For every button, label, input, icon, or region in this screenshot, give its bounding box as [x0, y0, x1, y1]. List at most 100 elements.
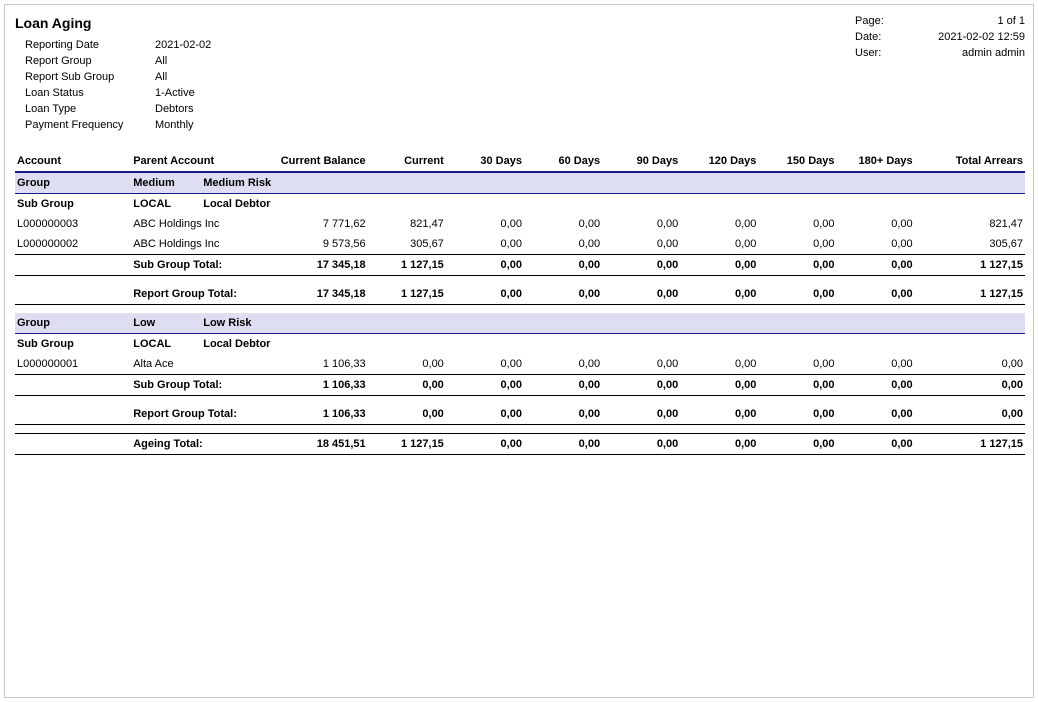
param-key: Report Group — [25, 53, 155, 69]
cell-current: 0,00 — [368, 404, 446, 425]
cell-90: 0,00 — [602, 255, 680, 276]
col-current-balance: Current Balance — [269, 151, 367, 172]
cell-total: 0,00 — [915, 354, 1025, 375]
cell-60: 0,00 — [524, 434, 602, 455]
cell-180: 0,00 — [837, 214, 915, 234]
cell-150: 0,00 — [758, 375, 836, 396]
cell-30: 0,00 — [446, 255, 524, 276]
param-key: Report Sub Group — [25, 69, 155, 85]
param-value: All — [155, 69, 167, 85]
cell-total: 1 127,15 — [915, 434, 1025, 455]
col-120-days: 120 Days — [680, 151, 758, 172]
cell-180: 0,00 — [837, 234, 915, 255]
cell-current: 821,47 — [368, 214, 446, 234]
cell-total: 1 127,15 — [915, 284, 1025, 305]
group-total-row: Report Group Total:17 345,181 127,150,00… — [15, 284, 1025, 305]
cell-150: 0,00 — [758, 234, 836, 255]
cell-90: 0,00 — [602, 375, 680, 396]
cell-60: 0,00 — [524, 354, 602, 375]
param-value: All — [155, 53, 167, 69]
col-60-days: 60 Days — [524, 151, 602, 172]
cell-150: 0,00 — [758, 214, 836, 234]
cell-account: L000000001 — [15, 354, 131, 375]
cell-current: 1 127,15 — [368, 255, 446, 276]
data-row: L000000002ABC Holdings Inc9 573,56305,67… — [15, 234, 1025, 255]
cell-balance: 1 106,33 — [269, 404, 367, 425]
param-key: Loan Type — [25, 101, 155, 117]
page-label: Page: — [855, 13, 905, 29]
cell-90: 0,00 — [602, 284, 680, 305]
cell-120: 0,00 — [680, 284, 758, 305]
cell-120: 0,00 — [680, 354, 758, 375]
cell-30: 0,00 — [446, 354, 524, 375]
param-key: Payment Frequency — [25, 117, 155, 133]
group-label: Group — [15, 172, 131, 194]
cell-120: 0,00 — [680, 255, 758, 276]
header-left: Loan Aging Reporting Date2021-02-02 Repo… — [15, 13, 211, 133]
cell-parent: Alta Ace — [131, 354, 269, 375]
header-right: Page:1 of 1 Date:2021-02-02 12:59 User:a… — [855, 13, 1025, 61]
cell-120: 0,00 — [680, 404, 758, 425]
cell-total: 821,47 — [915, 214, 1025, 234]
user-value: admin admin — [905, 45, 1025, 61]
cell-90: 0,00 — [602, 214, 680, 234]
cell-current: 1 127,15 — [368, 284, 446, 305]
cell-60: 0,00 — [524, 375, 602, 396]
group-total-label: Report Group Total: — [131, 404, 269, 425]
col-90-days: 90 Days — [602, 151, 680, 172]
cell-30: 0,00 — [446, 375, 524, 396]
col-parent-account: Parent Account — [131, 151, 269, 172]
subgroup-total-row: Sub Group Total:17 345,181 127,150,000,0… — [15, 255, 1025, 276]
param-value: 1-Active — [155, 85, 195, 101]
param-key: Reporting Date — [25, 37, 155, 53]
cell-total: 0,00 — [915, 404, 1025, 425]
cell-balance: 9 573,56 — [269, 234, 367, 255]
cell-current: 1 127,15 — [368, 434, 446, 455]
blank — [15, 434, 131, 455]
cell-30: 0,00 — [446, 234, 524, 255]
cell-180: 0,00 — [837, 354, 915, 375]
cell-150: 0,00 — [758, 255, 836, 276]
report-header: Loan Aging Reporting Date2021-02-02 Repo… — [15, 13, 1025, 133]
cell-60: 0,00 — [524, 255, 602, 276]
param-key: Loan Status — [25, 85, 155, 101]
cell-150: 0,00 — [758, 354, 836, 375]
cell-150: 0,00 — [758, 404, 836, 425]
cell-current: 0,00 — [368, 354, 446, 375]
ageing-total-row: Ageing Total:18 451,511 127,150,000,000,… — [15, 434, 1025, 455]
column-header-row: Account Parent Account Current Balance C… — [15, 151, 1025, 172]
blank — [15, 375, 131, 396]
data-row: L000000003ABC Holdings Inc7 771,62821,47… — [15, 214, 1025, 234]
cell-30: 0,00 — [446, 404, 524, 425]
cell-90: 0,00 — [602, 354, 680, 375]
subgroup-row: Sub GroupLOCALLocal Debtor — [15, 334, 1025, 355]
cell-150: 0,00 — [758, 434, 836, 455]
page-number: 1 of 1 — [905, 13, 1025, 29]
cell-30: 0,00 — [446, 434, 524, 455]
cell-balance: 17 345,18 — [269, 255, 367, 276]
subgroup-total-row: Sub Group Total:1 106,330,000,000,000,00… — [15, 375, 1025, 396]
cell-120: 0,00 — [680, 434, 758, 455]
blank — [15, 404, 131, 425]
cell-total: 0,00 — [915, 375, 1025, 396]
group-name: LowLow Risk — [131, 313, 1025, 334]
date-label: Date: — [855, 29, 905, 45]
col-30-days: 30 Days — [446, 151, 524, 172]
group-total-label: Report Group Total: — [131, 284, 269, 305]
cell-60: 0,00 — [524, 234, 602, 255]
col-current: Current — [368, 151, 446, 172]
cell-balance: 18 451,51 — [269, 434, 367, 455]
subgroup-total-label: Sub Group Total: — [131, 375, 269, 396]
cell-total: 305,67 — [915, 234, 1025, 255]
cell-180: 0,00 — [837, 375, 915, 396]
subgroup-label: Sub Group — [15, 194, 131, 215]
group-name: MediumMedium Risk — [131, 172, 1025, 194]
cell-60: 0,00 — [524, 214, 602, 234]
date-value: 2021-02-02 12:59 — [905, 29, 1025, 45]
group-total-row: Report Group Total:1 106,330,000,000,000… — [15, 404, 1025, 425]
subgroup-row: Sub GroupLOCALLocal Debtor — [15, 194, 1025, 215]
report-title: Loan Aging — [15, 15, 211, 31]
aging-table: Account Parent Account Current Balance C… — [15, 151, 1025, 463]
cell-balance: 7 771,62 — [269, 214, 367, 234]
cell-30: 0,00 — [446, 284, 524, 305]
